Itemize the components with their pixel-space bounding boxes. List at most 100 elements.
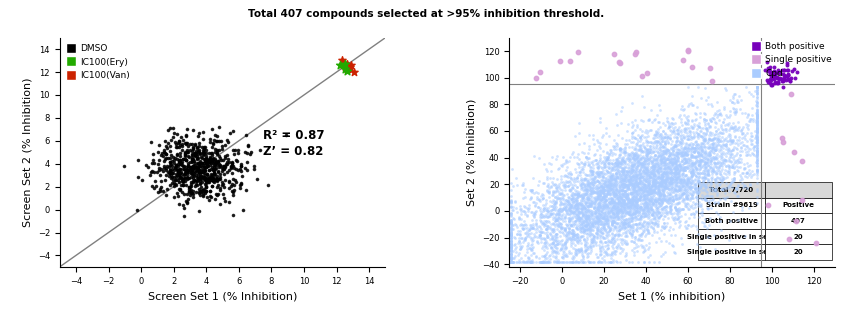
Point [665, 179, 678, 184]
Point [700, 167, 714, 172]
Point [578, 181, 591, 187]
Point [750, 180, 763, 185]
Point [554, 221, 567, 226]
Point [682, 149, 695, 154]
Point [764, 69, 778, 74]
Point [594, 191, 607, 196]
Point [561, 174, 575, 179]
Point [538, 221, 551, 226]
Point [175, 179, 188, 184]
Point [504, 259, 518, 264]
Point [619, 196, 632, 201]
Point [678, 167, 692, 172]
Point [692, 135, 705, 140]
Point [542, 259, 556, 264]
Point [676, 192, 689, 197]
Point [587, 233, 601, 238]
Point [641, 167, 654, 172]
Point [566, 227, 579, 232]
Point [587, 177, 601, 182]
Point [546, 241, 560, 246]
Point [570, 185, 584, 190]
Point [641, 231, 654, 236]
Point [549, 231, 562, 236]
Point [565, 216, 579, 221]
Point [599, 154, 613, 160]
Point [193, 162, 207, 167]
Point [727, 189, 740, 194]
Point [615, 157, 629, 162]
Point [564, 202, 578, 207]
Point [712, 131, 726, 136]
Point [163, 167, 176, 172]
Point [151, 190, 164, 195]
Point [633, 185, 647, 190]
Point [640, 153, 653, 158]
Point [608, 225, 622, 230]
Point [751, 128, 764, 133]
Point [676, 141, 690, 146]
Point [647, 189, 660, 194]
Point [630, 181, 644, 187]
Point [586, 227, 600, 232]
Point [504, 259, 518, 264]
Point [603, 173, 617, 178]
Point [532, 224, 546, 229]
Point [513, 239, 527, 244]
Point [579, 221, 592, 226]
Point [157, 165, 170, 170]
Point [684, 175, 698, 180]
Point [687, 122, 700, 127]
Point [660, 177, 674, 182]
Point [603, 214, 617, 219]
Point [654, 161, 668, 166]
Point [591, 213, 605, 218]
Point [685, 184, 699, 189]
Point [706, 137, 720, 142]
Point [630, 191, 643, 196]
Point [583, 203, 596, 208]
Point [690, 180, 704, 185]
Point [658, 185, 671, 190]
Point [708, 148, 722, 153]
Point [173, 180, 187, 185]
Point [628, 187, 642, 192]
Point [202, 150, 216, 155]
Point [627, 211, 641, 216]
Point [199, 169, 212, 174]
Point [556, 187, 569, 192]
Point [671, 175, 684, 180]
Point [590, 147, 603, 152]
Point [637, 181, 651, 186]
Point [656, 128, 670, 133]
Point [651, 188, 665, 193]
Point [590, 187, 603, 192]
Point [632, 187, 646, 192]
Point [673, 207, 687, 212]
Point [681, 145, 694, 150]
Point [607, 215, 620, 220]
Point [193, 182, 206, 187]
Point [656, 138, 670, 143]
Point [663, 192, 676, 197]
Point [696, 133, 710, 138]
Point [513, 232, 527, 237]
Point [592, 219, 606, 224]
Point [645, 175, 659, 180]
Point [513, 229, 527, 234]
Point [600, 217, 613, 222]
Point [642, 186, 655, 191]
Point [624, 153, 637, 158]
Point [613, 146, 626, 151]
Point [682, 142, 696, 147]
Point [625, 218, 639, 223]
Point [580, 183, 594, 188]
Point [654, 158, 668, 163]
Point [646, 159, 659, 164]
Point [210, 173, 224, 178]
Point [618, 176, 631, 181]
Point [652, 133, 665, 138]
Point [652, 174, 665, 179]
Point [616, 168, 630, 173]
Point [590, 227, 603, 232]
